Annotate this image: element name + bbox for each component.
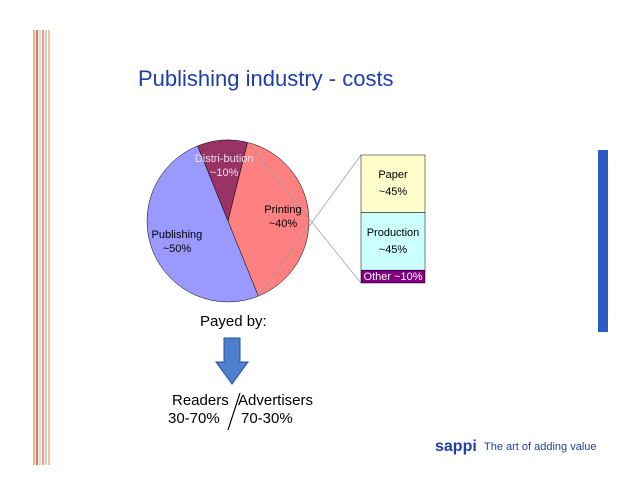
segment-label: Production ~45%: [361, 213, 425, 271]
slice-value: ~40%: [268, 218, 298, 231]
segment-category: Paper: [378, 169, 408, 182]
segment-value: ~10%: [394, 270, 423, 283]
bar-segment: [360, 212, 426, 271]
side-bar: [598, 150, 608, 332]
decor-lines: [33, 30, 50, 465]
pie-slice: [227, 142, 310, 297]
payer-label: Advertisers: [238, 392, 314, 409]
connector: [247, 142, 362, 284]
segment-category: Other: [363, 270, 392, 283]
slice-category: Printing: [264, 204, 302, 217]
pie-slice: [146, 145, 259, 303]
arrow: [215, 337, 249, 385]
brand: sappi: [435, 438, 477, 455]
tagline: The art of adding value: [484, 441, 597, 453]
connector: [258, 154, 362, 297]
slice-value: ~50%: [162, 242, 192, 255]
slice-category: Distri-bution: [194, 153, 254, 166]
slice-label: Distri-bution ~10%: [194, 152, 254, 180]
payer-share: 70-30%: [241, 410, 293, 427]
payment-heading: Payed by:: [200, 313, 267, 330]
bar-segment: [360, 269, 426, 284]
payer-label: Readers: [172, 392, 229, 409]
bar-segment: [360, 154, 426, 213]
segment-label: Paper ~45%: [361, 155, 425, 213]
segment-value: ~45%: [378, 186, 408, 199]
slice-label: Printing ~40%: [253, 203, 313, 231]
slice-label: Publishing ~50%: [147, 228, 207, 256]
divider: [227, 392, 241, 431]
segment-category: Production: [366, 226, 420, 239]
chart-title: Publishing industry - costs: [138, 66, 394, 91]
payer-share: 30-70%: [168, 410, 220, 427]
segment-value: ~45%: [378, 243, 408, 256]
slice-category: Publishing: [151, 228, 203, 241]
segment-label: Other ~10%: [361, 270, 425, 283]
slice-value: ~10%: [209, 167, 239, 180]
